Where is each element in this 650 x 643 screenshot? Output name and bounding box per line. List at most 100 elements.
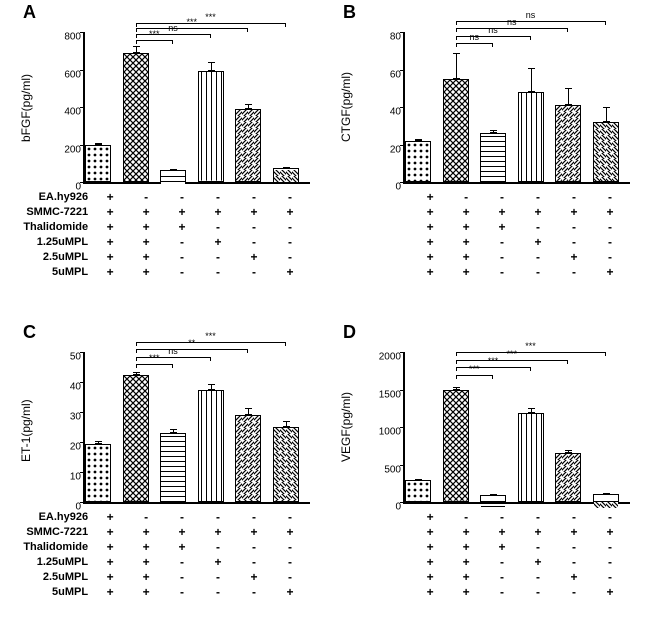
condition-cell: -	[520, 265, 556, 280]
condition-cell: -	[200, 510, 236, 525]
errorbar	[173, 169, 174, 170]
condition-cell: +	[92, 220, 128, 235]
bar-C-2	[160, 433, 186, 502]
condition-cell: -	[484, 570, 520, 585]
condition-cell: -	[520, 570, 556, 585]
condition-cell: -	[236, 265, 272, 280]
condition-row: 2.5uMPL++--+-	[19, 250, 308, 265]
condition-cell: -	[236, 585, 272, 600]
ytick-label: 800	[51, 32, 81, 43]
condition-cell: -	[592, 220, 628, 235]
bar-fill	[199, 72, 223, 181]
condition-cell: +	[272, 205, 308, 220]
errorbar	[98, 441, 99, 444]
condition-row: Thalidomide+++---	[19, 220, 308, 235]
ytick-label: 60	[371, 69, 401, 80]
condition-cell: -	[520, 540, 556, 555]
condition-cell: +	[484, 540, 520, 555]
sig-bracket	[456, 36, 531, 37]
panel-C: C01020304050***ns*****ET-1(pg/ml)EA.hy92…	[15, 322, 315, 632]
sig-bracket	[136, 40, 174, 41]
condition-cell: +	[412, 250, 448, 265]
errorbar	[211, 62, 212, 71]
condition-row: EA.hy926+-----	[339, 190, 628, 205]
condition-cell: +	[272, 265, 308, 280]
sig-bracket	[136, 28, 249, 29]
sig-bracket	[456, 375, 494, 376]
bar-fill	[406, 142, 430, 181]
condition-cell: +	[592, 265, 628, 280]
condition-cell: +	[128, 555, 164, 570]
errorbar	[493, 494, 494, 495]
bar-fill	[444, 391, 468, 501]
bar-C-1	[123, 375, 149, 503]
errorbar	[248, 104, 249, 109]
condition-cell: +	[200, 555, 236, 570]
bar-fill	[124, 376, 148, 502]
ytick-label: 20	[371, 144, 401, 155]
bar-fill	[481, 134, 505, 181]
bar-D-1	[443, 390, 469, 502]
condition-cell: -	[484, 190, 520, 205]
condition-cell: +	[128, 540, 164, 555]
condition-row: Thalidomide+++---	[339, 540, 628, 555]
errorbar	[418, 479, 419, 481]
condition-cell: +	[412, 585, 448, 600]
chart-area-D: 0500100015002000************	[403, 352, 630, 504]
condition-cell: +	[520, 205, 556, 220]
condition-cell: +	[448, 555, 484, 570]
condition-label: 5uMPL	[19, 265, 92, 280]
condition-cell: -	[164, 510, 200, 525]
figure-root: A0200400600800***ns******bFGF(pg/ml)EA.h…	[0, 0, 650, 643]
condition-cell: +	[272, 585, 308, 600]
sig-label: **	[188, 338, 195, 348]
condition-cell: -	[520, 585, 556, 600]
sig-label: ***	[205, 331, 216, 341]
condition-cell: +	[412, 190, 448, 205]
condition-cell: +	[164, 525, 200, 540]
bar-A-5	[273, 168, 299, 182]
condition-cell: +	[128, 265, 164, 280]
condition-cell: +	[448, 525, 484, 540]
condition-cell: +	[592, 205, 628, 220]
condition-table-C: EA.hy926+-----SMMC-7221++++++Thalidomide…	[19, 510, 308, 600]
condition-cell: +	[448, 250, 484, 265]
condition-cell: -	[236, 190, 272, 205]
bar-fill	[481, 504, 505, 509]
panel-letter-D: D	[343, 322, 356, 343]
sig-bracket	[136, 34, 211, 35]
sig-label: ***	[205, 12, 216, 22]
chart-area-A: 0200400600800***ns******	[83, 32, 310, 184]
condition-cell: -	[592, 250, 628, 265]
sig-bracket	[456, 352, 606, 353]
errorbar	[418, 139, 419, 141]
bar-C-4	[235, 415, 261, 502]
condition-cell: +	[92, 540, 128, 555]
condition-cell: -	[272, 220, 308, 235]
condition-row: SMMC-7221++++++	[19, 525, 308, 540]
condition-cell: -	[272, 540, 308, 555]
ytick-label: 20	[51, 442, 81, 453]
bar-fill	[274, 428, 298, 501]
condition-cell: -	[200, 540, 236, 555]
condition-row: SMMC-7221++++++	[19, 205, 308, 220]
condition-cell: -	[164, 585, 200, 600]
errorbar	[286, 421, 287, 427]
condition-cell: -	[484, 510, 520, 525]
sig-label: ***	[469, 364, 480, 374]
condition-cell: -	[556, 265, 592, 280]
bar-fill	[556, 106, 580, 181]
bar-B-0	[405, 141, 431, 182]
ytick-label: 600	[51, 69, 81, 80]
condition-cell: +	[412, 205, 448, 220]
condition-cell: +	[164, 540, 200, 555]
ytick-label: 10	[51, 472, 81, 483]
condition-cell: -	[520, 220, 556, 235]
condition-cell: +	[128, 205, 164, 220]
ytick-label: 1000	[371, 427, 401, 438]
condition-cell: -	[484, 235, 520, 250]
errorbar	[136, 372, 137, 375]
ytick-label: 80	[371, 32, 401, 43]
condition-cell: +	[128, 250, 164, 265]
condition-row: EA.hy926+-----	[19, 190, 308, 205]
